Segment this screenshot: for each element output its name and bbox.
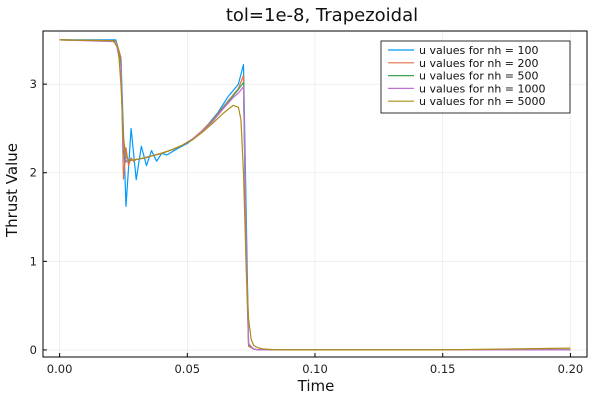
series-line-4 xyxy=(59,39,571,351)
x-tick-label: 0.10 xyxy=(302,362,328,376)
y-axis-ticks: 0 1 2 3 xyxy=(30,77,47,357)
series-line-5 xyxy=(59,39,571,351)
x-tick-label: 0.15 xyxy=(430,362,456,376)
x-axis-label: Time xyxy=(297,377,335,395)
legend-label: u values for nh = 5000 xyxy=(419,95,546,108)
x-tick-label: 0.00 xyxy=(47,362,73,376)
legend-label: u values for nh = 500 xyxy=(419,70,539,83)
legend-label: u values for nh = 200 xyxy=(419,57,539,70)
x-axis-ticks: 0.00 0.05 0.10 0.15 0.20 xyxy=(47,353,583,376)
x-tick-label: 0.20 xyxy=(558,362,584,376)
chart-title: tol=1e-8, Trapezoidal xyxy=(226,5,418,26)
y-tick-label: 1 xyxy=(30,254,37,268)
legend-label: u values for nh = 1000 xyxy=(419,82,546,95)
series-layer xyxy=(59,39,571,351)
y-axis-label: Thrust Value xyxy=(3,143,21,238)
y-tick-label: 3 xyxy=(30,77,37,91)
legend-label: u values for nh = 100 xyxy=(419,44,539,57)
x-tick-label: 0.05 xyxy=(174,362,200,376)
y-tick-label: 2 xyxy=(30,166,37,180)
y-tick-label: 0 xyxy=(30,343,37,357)
